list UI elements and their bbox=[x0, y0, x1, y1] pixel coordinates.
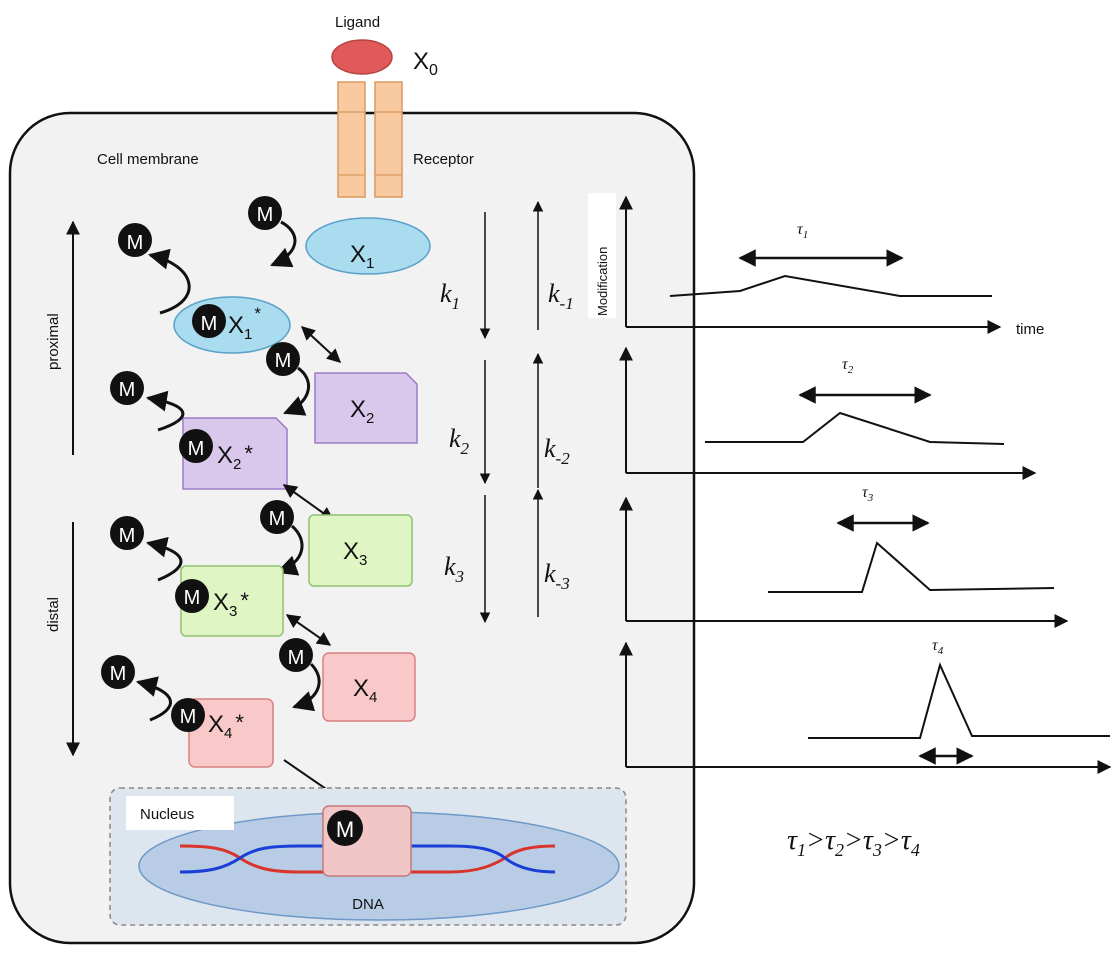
proximal-label: proximal bbox=[45, 313, 62, 370]
m-label: M bbox=[288, 647, 305, 669]
x0-label: X0 bbox=[413, 48, 438, 79]
curve-1 bbox=[670, 276, 992, 296]
tau-4: τ4 bbox=[932, 637, 944, 657]
m-label: M bbox=[201, 313, 218, 335]
m-label: M bbox=[275, 350, 292, 372]
m-label: M bbox=[119, 525, 136, 547]
nucleus-label: Nucleus bbox=[140, 806, 194, 823]
tau-3: τ3 bbox=[862, 484, 874, 504]
m-label: M bbox=[180, 706, 197, 728]
curve-2 bbox=[705, 413, 1004, 444]
tau-2: τ2 bbox=[842, 356, 854, 376]
m-label: M bbox=[110, 663, 127, 685]
distal-label: distal bbox=[45, 597, 62, 632]
cell-membrane-label: Cell membrane bbox=[97, 151, 199, 168]
curve-4 bbox=[808, 665, 1110, 738]
m-label: M bbox=[188, 438, 205, 460]
m-label: M bbox=[336, 817, 354, 842]
m-label: M bbox=[127, 232, 144, 254]
ligand-label: Ligand bbox=[335, 14, 380, 31]
m-label: M bbox=[119, 379, 136, 401]
m-label: M bbox=[269, 508, 286, 530]
tau-1: τ1 bbox=[797, 221, 808, 241]
m-label: M bbox=[257, 204, 274, 226]
x3-node bbox=[309, 515, 412, 586]
ligand bbox=[332, 40, 392, 74]
tau-inequality: τ1>τ2>τ3>τ4 bbox=[787, 825, 920, 860]
dna-label: DNA bbox=[352, 896, 384, 913]
modification-label: Modification bbox=[595, 247, 610, 316]
receptor-right bbox=[375, 82, 402, 197]
time-label: time bbox=[1016, 321, 1044, 338]
receptor-label: Receptor bbox=[413, 151, 474, 168]
curve-3 bbox=[768, 543, 1054, 592]
m-label: M bbox=[184, 587, 201, 609]
receptor-left bbox=[338, 82, 365, 197]
